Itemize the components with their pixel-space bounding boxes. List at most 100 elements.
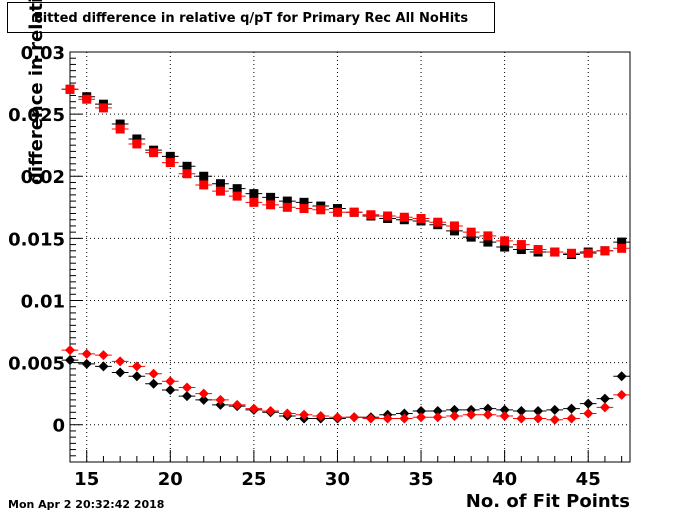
data-point-diamond — [416, 406, 427, 417]
data-point-square — [332, 207, 342, 217]
data-point-square — [132, 134, 142, 144]
plot-area — [70, 52, 630, 462]
data-point-square — [232, 184, 242, 194]
y-tick-label: 0.015 — [8, 229, 65, 250]
data-point-square — [383, 211, 393, 221]
data-point-square — [249, 197, 259, 207]
data-point-diamond — [299, 409, 310, 420]
y-tick-label: 0.005 — [8, 354, 65, 375]
data-point-square — [583, 248, 593, 258]
y-tick-label: 0.02 — [21, 167, 65, 188]
data-point-square — [199, 180, 209, 190]
data-point-diamond — [232, 399, 243, 410]
chart-title-box: Fitted difference in relative q/pT for P… — [7, 2, 495, 33]
data-point-diamond — [131, 361, 142, 372]
data-point-square — [65, 84, 75, 94]
data-point-square — [316, 205, 326, 215]
data-point-diamond — [449, 404, 460, 415]
data-point-square — [215, 179, 225, 189]
data-point-square — [199, 171, 209, 181]
data-point-diamond — [265, 406, 276, 417]
data-point-diamond — [365, 413, 376, 424]
x-axis-label: No. of Fit Points — [465, 491, 630, 512]
data-point-diamond — [165, 376, 176, 387]
data-point-diamond — [482, 403, 493, 414]
y-axis-label: difference in relative q/pT — [26, 0, 47, 185]
data-point-square — [449, 221, 459, 231]
data-point-square — [483, 237, 493, 247]
data-point-diamond — [198, 394, 209, 405]
data-point-square — [466, 232, 476, 242]
data-point-square — [433, 217, 443, 227]
x-tick-label: 45 — [576, 469, 601, 490]
y-tick-label: 0.01 — [21, 291, 65, 312]
data-point-diamond — [616, 371, 627, 382]
data-point-square — [165, 151, 175, 161]
data-point-diamond — [549, 404, 560, 415]
data-point-diamond — [432, 412, 443, 423]
data-point-square — [399, 212, 409, 222]
data-point-diamond — [533, 406, 544, 417]
data-point-square — [533, 245, 543, 255]
data-point-diamond — [148, 368, 159, 379]
data-point-square — [282, 202, 292, 212]
x-tick-label: 20 — [158, 469, 183, 490]
data-point-diamond — [115, 367, 126, 378]
data-point-square — [617, 237, 627, 247]
data-point-square — [299, 197, 309, 207]
data-point-square — [600, 246, 610, 256]
data-point-diamond — [599, 402, 610, 413]
data-point-square — [299, 204, 309, 214]
y-tick-label: 0.03 — [21, 43, 65, 64]
data-point-diamond — [332, 412, 343, 423]
data-point-square — [98, 103, 108, 113]
data-point-diamond — [198, 388, 209, 399]
data-point-diamond — [248, 403, 259, 414]
data-point-square — [500, 236, 510, 246]
data-point-diamond — [432, 406, 443, 417]
data-point-square — [165, 158, 175, 168]
data-point-diamond — [549, 414, 560, 425]
data-point-diamond — [148, 378, 159, 389]
x-tick-label: 40 — [492, 469, 517, 490]
data-point-diamond — [399, 413, 410, 424]
data-point-square — [366, 210, 376, 220]
data-point-square — [232, 191, 242, 201]
data-point-diamond — [449, 411, 460, 422]
data-point-square — [449, 226, 459, 236]
x-tick-label: 35 — [409, 469, 434, 490]
data-point-diamond — [315, 411, 326, 422]
x-tick-label: 15 — [74, 469, 99, 490]
data-point-square — [483, 231, 493, 241]
data-point-square — [466, 227, 476, 237]
data-point-diamond — [81, 348, 92, 359]
data-point-diamond — [115, 356, 126, 367]
data-point-diamond — [499, 404, 510, 415]
data-point-diamond — [282, 408, 293, 419]
timestamp-footer: Mon Apr 2 20:32:42 2018 — [8, 498, 165, 511]
data-point-diamond — [98, 361, 109, 372]
data-point-diamond — [131, 371, 142, 382]
data-point-square — [182, 161, 192, 171]
y-tick-label: 0.025 — [8, 105, 65, 126]
data-point-square — [266, 192, 276, 202]
data-point-square — [566, 248, 576, 258]
data-point-square — [82, 94, 92, 104]
data-point-square — [249, 189, 259, 199]
data-point-diamond — [416, 412, 427, 423]
data-point-square — [349, 207, 359, 217]
data-point-diamond — [65, 345, 75, 356]
data-point-diamond — [499, 411, 510, 422]
data-point-square — [416, 213, 426, 223]
data-point-diamond — [382, 413, 393, 424]
x-tick-label: 25 — [241, 469, 266, 490]
data-point-square — [215, 186, 225, 196]
data-point-square — [500, 242, 510, 252]
data-point-diamond — [349, 412, 360, 423]
data-point-square — [282, 196, 292, 206]
data-point-square — [115, 124, 125, 134]
data-point-diamond — [583, 408, 594, 419]
data-point-diamond — [533, 413, 544, 424]
data-point-diamond — [182, 391, 193, 402]
